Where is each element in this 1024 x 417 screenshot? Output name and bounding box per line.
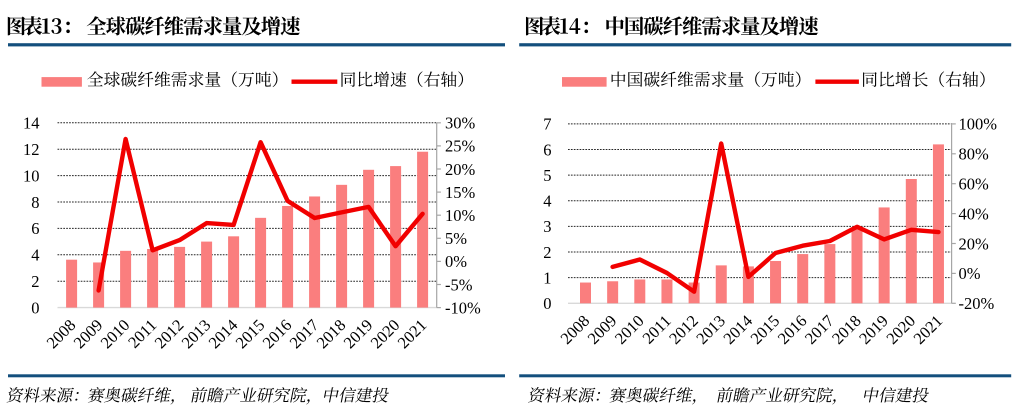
svg-text:6: 6 xyxy=(31,219,39,238)
svg-text:3: 3 xyxy=(543,217,551,236)
svg-text:0%: 0% xyxy=(959,264,981,283)
svg-text:2: 2 xyxy=(31,272,39,291)
svg-text:12: 12 xyxy=(23,140,40,159)
svg-text:20%: 20% xyxy=(959,234,990,253)
svg-text:40%: 40% xyxy=(959,204,990,223)
svg-text:15%: 15% xyxy=(445,183,476,202)
svg-text:-10%: -10% xyxy=(445,298,481,317)
svg-text:80%: 80% xyxy=(959,145,990,164)
svg-text:20%: 20% xyxy=(445,160,476,179)
svg-text:14: 14 xyxy=(23,114,40,133)
svg-text:10: 10 xyxy=(23,166,40,185)
svg-text:4: 4 xyxy=(31,246,39,265)
svg-text:7: 7 xyxy=(543,115,551,134)
svg-text:-5%: -5% xyxy=(445,275,473,294)
svg-text:100%: 100% xyxy=(959,115,998,134)
svg-text:2: 2 xyxy=(543,243,551,262)
svg-text:0%: 0% xyxy=(445,252,467,271)
svg-text:5: 5 xyxy=(543,166,551,185)
svg-text:6: 6 xyxy=(543,140,551,159)
svg-text:-20%: -20% xyxy=(959,294,995,313)
svg-text:1: 1 xyxy=(543,268,551,287)
svg-text:5%: 5% xyxy=(445,229,467,248)
svg-text:30%: 30% xyxy=(445,114,476,133)
svg-text:10%: 10% xyxy=(445,206,476,225)
svg-text:4: 4 xyxy=(543,192,551,211)
svg-text:0: 0 xyxy=(31,298,39,317)
svg-text:8: 8 xyxy=(31,193,39,212)
svg-text:25%: 25% xyxy=(445,137,476,156)
svg-text:0: 0 xyxy=(543,294,551,313)
svg-text:60%: 60% xyxy=(959,174,990,193)
